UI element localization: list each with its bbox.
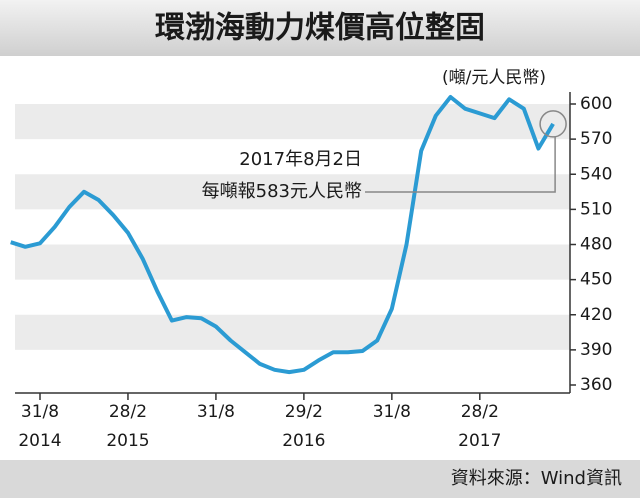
y-tick-label: 570 — [580, 129, 612, 149]
y-tick-label: 510 — [580, 199, 612, 219]
plot — [10, 95, 555, 375]
y-tick-label: 450 — [580, 270, 612, 290]
y-tick-label: 390 — [580, 340, 612, 360]
x-year-label: 2016 — [282, 431, 325, 451]
x-tick-label: 29/2 — [285, 402, 323, 422]
stripe — [15, 314, 570, 350]
annotation: 2017年8月2日 — [239, 149, 362, 170]
x-tick-label: 31/8 — [373, 402, 411, 422]
x-tick-label: 31/8 — [197, 402, 235, 422]
x-year-label: 2014 — [18, 431, 61, 451]
line — [10, 95, 555, 375]
title-band — [0, 0, 640, 56]
leader-line — [365, 136, 556, 193]
x-year-label: 2017 — [458, 431, 501, 451]
footer-band — [0, 460, 640, 498]
x-tick-label: 28/2 — [109, 402, 147, 422]
y-axis-label: (噸/元人民幣) — [442, 68, 546, 88]
y-tick-label: 360 — [580, 375, 612, 395]
annotation: 每噸報583元人民幣 — [202, 181, 362, 202]
stripe — [15, 244, 570, 280]
chart-title: 環渤海動力煤價高位整固 — [155, 11, 485, 46]
y-tick-label: 420 — [580, 305, 612, 325]
y-tick-label: 540 — [580, 164, 612, 184]
y-tick-label: 600 — [580, 94, 612, 114]
x-tick-label: 28/2 — [461, 402, 499, 422]
y-tick-label: 480 — [580, 235, 612, 255]
x-year-label: 2015 — [106, 431, 149, 451]
highlight-circle — [539, 110, 567, 138]
background — [15, 104, 570, 350]
source: 資料來源：Wind資訊 — [451, 468, 622, 489]
stripe — [15, 104, 570, 140]
x-tick-label: 31/8 — [21, 402, 59, 422]
